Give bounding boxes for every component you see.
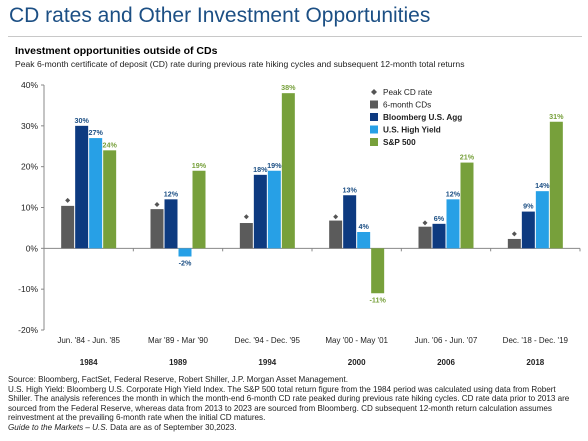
bar-u-s-high-yield <box>535 191 549 249</box>
guide-title: Guide to the Markets – U.S. <box>8 422 108 432</box>
x-tick-label: Mar '89 - Mar '90 <box>148 336 209 345</box>
year-label: 2018 <box>526 358 544 367</box>
x-tick-label: May '00 - May '01 <box>325 336 388 345</box>
bar-6-month-cds <box>150 209 164 249</box>
bar-u-s-high-yield <box>446 199 460 249</box>
y-tick-label: 0% <box>26 243 39 253</box>
bar-u-s-high-yield <box>357 232 371 249</box>
data-label: 6% <box>434 214 445 223</box>
peak-cd-rate-marker <box>333 214 339 220</box>
legend-swatch <box>370 138 378 146</box>
bar-s-p-500 <box>549 121 563 249</box>
footer-notes: Source: Bloomberg, FactSet, Federal Rese… <box>8 375 582 433</box>
page-title: CD rates and Other Investment Opportunit… <box>9 4 431 27</box>
bar-6-month-cds <box>507 238 521 249</box>
legend-label: S&P 500 <box>383 138 416 147</box>
legend-peak-marker <box>371 89 377 95</box>
data-label: 12% <box>164 189 179 198</box>
data-label: 13% <box>342 185 357 194</box>
legend-label: U.S. High Yield <box>383 126 441 135</box>
data-label: 21% <box>460 153 475 162</box>
legend-swatch <box>370 125 378 134</box>
chart-description: Peak 6-month certificate of deposit (CD)… <box>15 59 465 69</box>
bar-bloomberg-u-s-agg <box>343 195 357 249</box>
data-label: 12% <box>446 189 461 198</box>
bar-6-month-cds <box>418 226 432 249</box>
y-tick-label: 40% <box>21 80 38 90</box>
peak-cd-rate-marker <box>511 231 517 237</box>
y-tick-label: -10% <box>18 284 38 294</box>
methodology-note: U.S. High Yield: Bloomberg U.S. Corporat… <box>8 384 570 423</box>
source-note: Source: Bloomberg, FactSet, Federal Rese… <box>8 375 348 384</box>
bar-s-p-500 <box>192 170 206 249</box>
bar-u-s-high-yield <box>178 248 192 257</box>
bar-u-s-high-yield <box>267 170 281 249</box>
bar-bloomberg-u-s-agg <box>253 174 267 249</box>
peak-cd-rate-marker <box>154 202 160 207</box>
legend-swatch <box>370 100 378 109</box>
bar-bloomberg-u-s-agg <box>521 211 535 249</box>
data-label: 30% <box>74 116 89 125</box>
year-label: 1989 <box>169 358 187 367</box>
bar-bloomberg-u-s-agg <box>432 223 446 249</box>
bar-6-month-cds <box>329 220 343 249</box>
peak-cd-rate-marker <box>422 220 428 226</box>
x-tick-label: Dec. '18 - Dec. '19 <box>503 336 569 345</box>
y-tick-label: 10% <box>21 203 38 213</box>
bar-s-p-500 <box>460 162 474 249</box>
peak-cd-rate-marker <box>243 214 249 220</box>
legend-swatch <box>370 113 378 121</box>
year-label: 2006 <box>437 358 455 367</box>
bar-s-p-500 <box>103 150 117 249</box>
year-label: 2000 <box>348 358 366 367</box>
data-label: -11% <box>369 295 386 304</box>
y-tick-label: 20% <box>21 162 38 172</box>
as-of-date: Data are as of September 30,2023. <box>107 422 237 432</box>
year-label: 1984 <box>80 358 98 367</box>
data-label: 9% <box>523 202 534 211</box>
data-label: 4% <box>358 222 369 231</box>
y-tick-label: 30% <box>21 121 38 131</box>
x-tick-label: Dec. '94 - Dec. '95 <box>235 336 301 345</box>
data-label: -2% <box>179 259 192 268</box>
data-label: 27% <box>88 128 103 137</box>
data-label: 19% <box>267 161 282 170</box>
bar-bloomberg-u-s-agg <box>164 199 178 249</box>
data-label: 38% <box>281 83 296 92</box>
bar-6-month-cds <box>61 205 75 249</box>
legend-label: Peak CD rate <box>383 88 433 97</box>
data-label: 19% <box>192 161 207 170</box>
data-label: 18% <box>253 165 268 174</box>
bar-bloomberg-u-s-agg <box>75 125 89 249</box>
x-tick-label: Jun. '06 - Jun. '07 <box>415 336 478 345</box>
chart-subtitle: Investment opportunities outside of CDs <box>15 45 218 57</box>
bar-6-month-cds <box>239 223 253 249</box>
x-tick-label: Jun. '84 - Jun. '85 <box>57 336 120 345</box>
bar-s-p-500 <box>371 248 385 294</box>
legend-label: Bloomberg U.S. Agg <box>383 113 462 122</box>
guide-note: Guide to the Markets – U.S. Data are as … <box>8 423 582 433</box>
peak-cd-rate-marker <box>65 197 71 203</box>
year-label: 1994 <box>258 358 276 367</box>
bar-s-p-500 <box>281 93 295 249</box>
data-label: 31% <box>549 112 564 121</box>
legend-label: 6-month CDs <box>383 101 431 110</box>
data-label: 14% <box>535 181 550 190</box>
title-divider <box>8 36 582 37</box>
bar-u-s-high-yield <box>89 138 103 249</box>
data-label: 24% <box>102 140 117 149</box>
y-tick-label: -20% <box>18 325 38 335</box>
bar-chart: -20% -10% 0% 10% 20% 30% 40% 30% 27% 24% Jun. '84 … <box>18 80 581 367</box>
